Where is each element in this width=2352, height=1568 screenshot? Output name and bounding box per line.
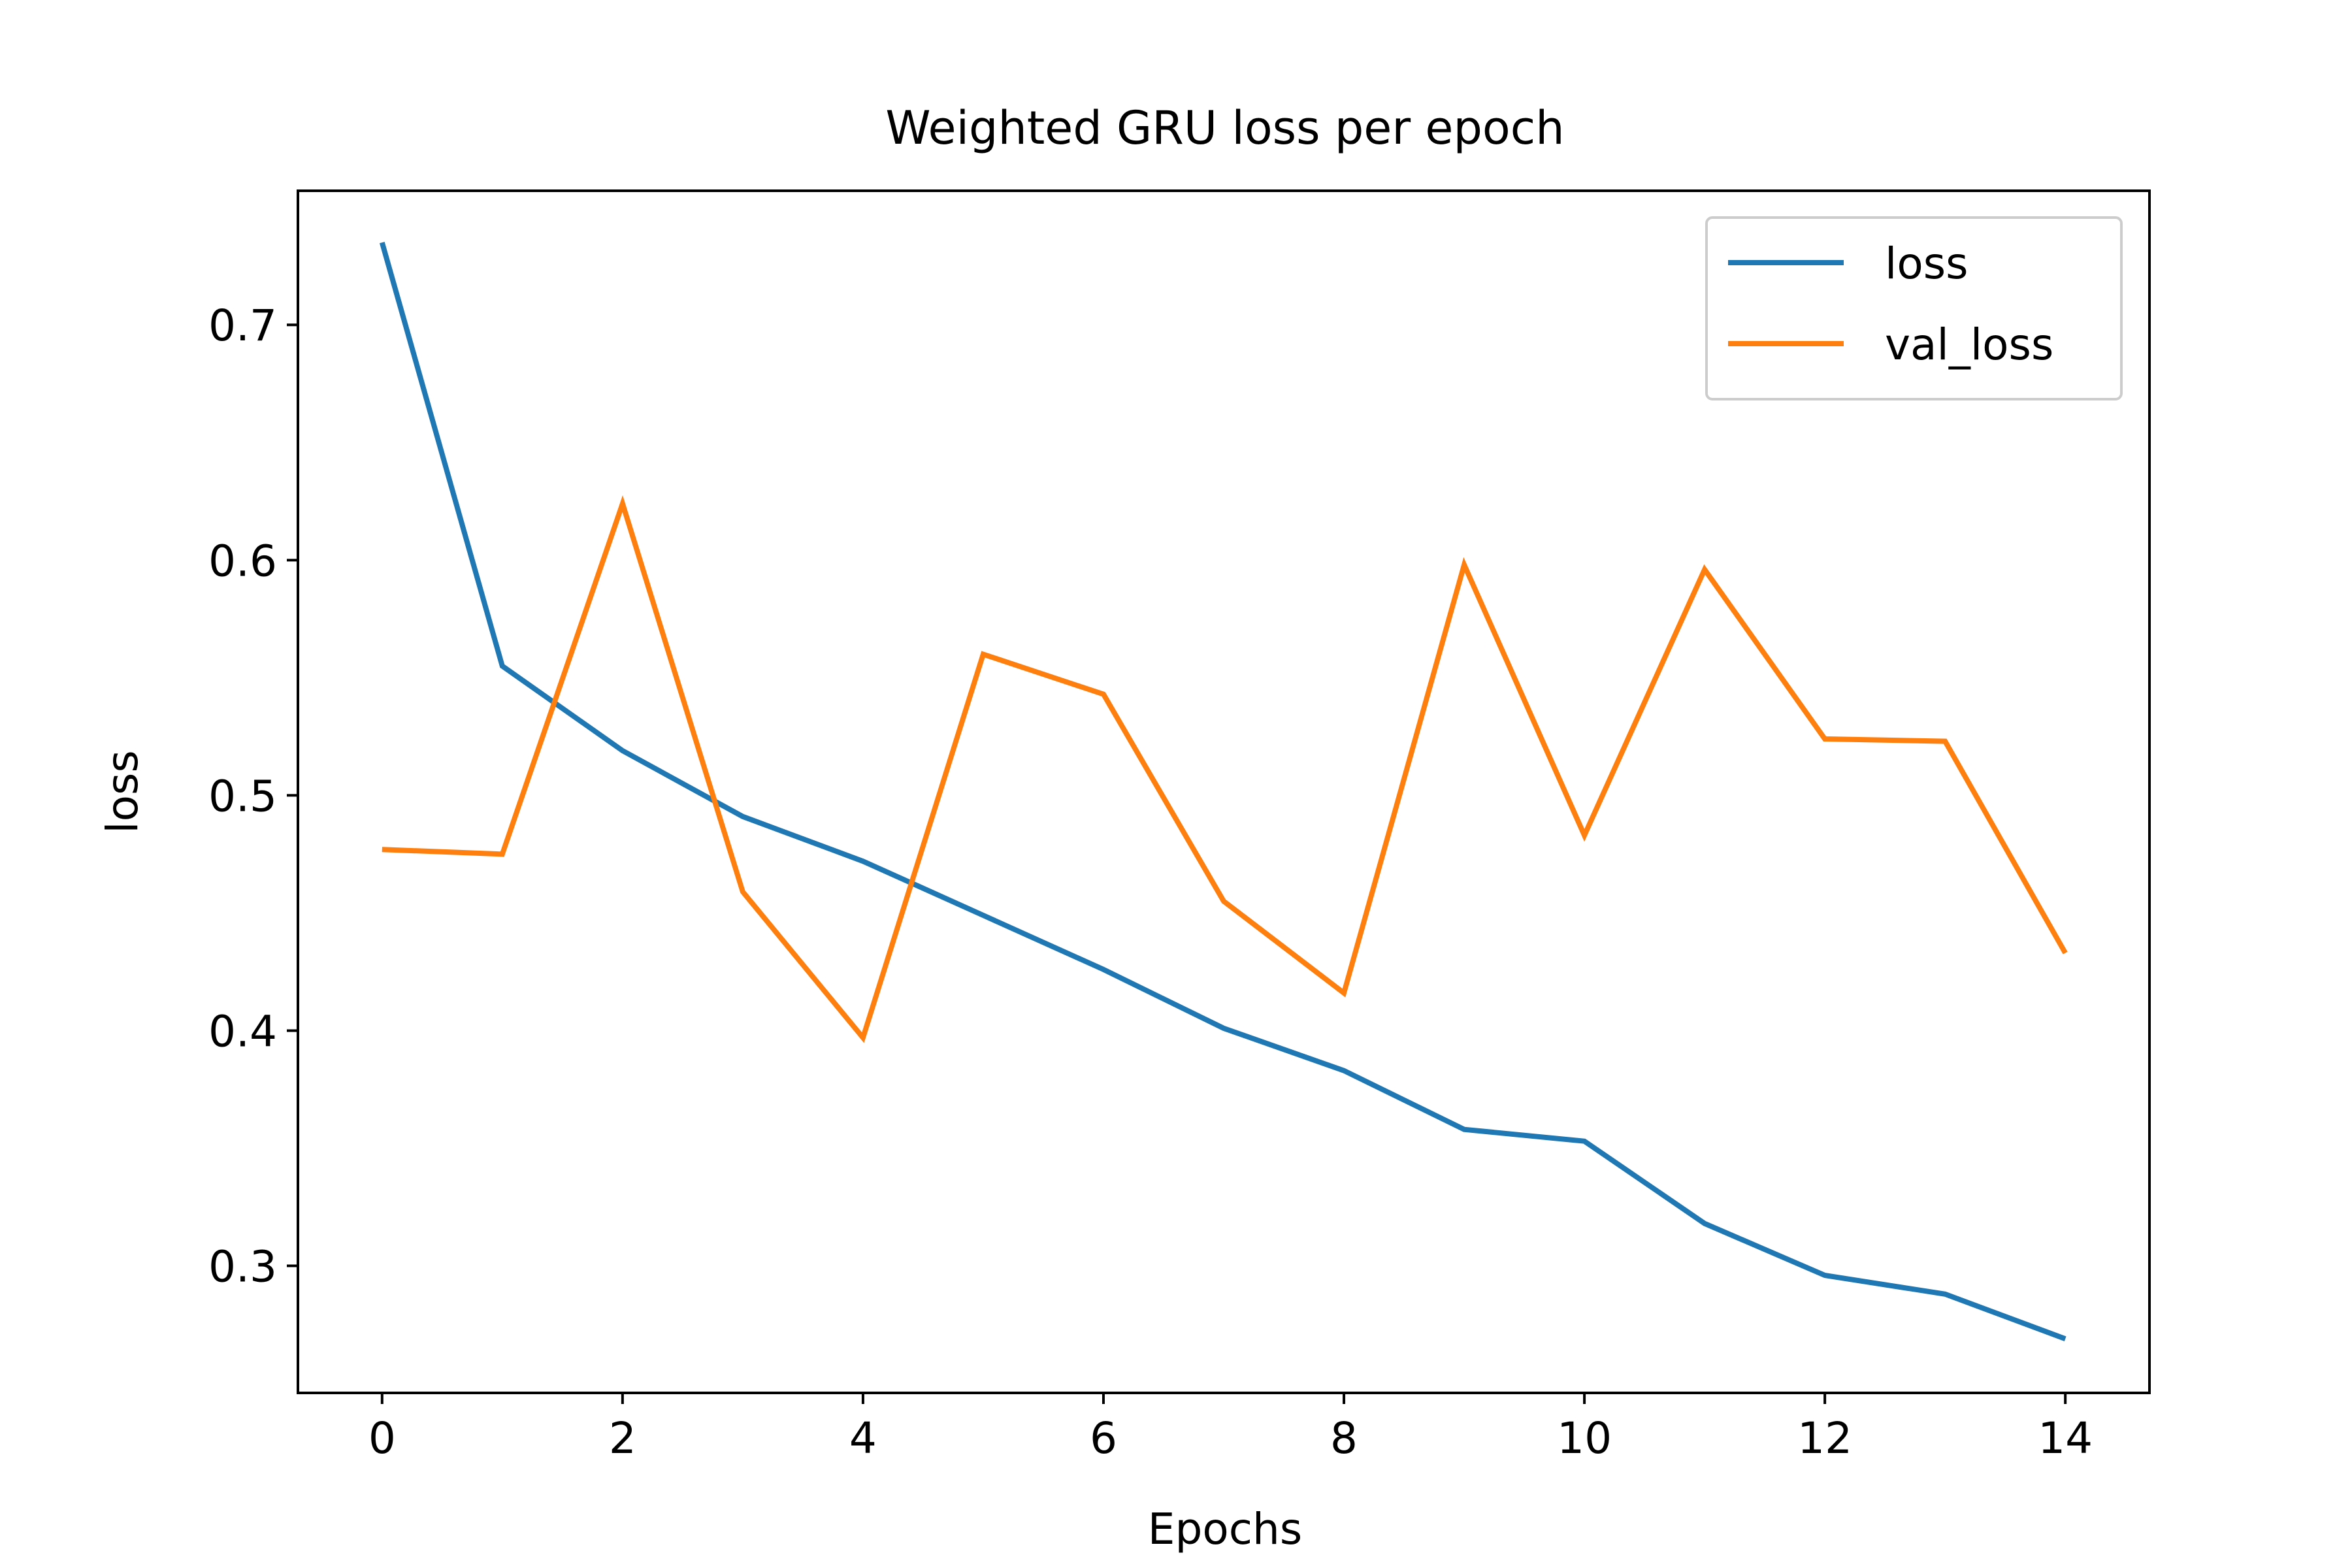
x-tick-label: 8 bbox=[1330, 1413, 1358, 1463]
y-tick-label: 0.7 bbox=[208, 301, 277, 351]
chart-title: Weighted GRU loss per epoch bbox=[885, 101, 1564, 155]
legend-label-val-loss: val_loss bbox=[1885, 319, 2053, 370]
y-tick-label: 0.3 bbox=[208, 1242, 277, 1292]
y-axis-label: loss bbox=[97, 750, 148, 834]
x-axis-label: Epochs bbox=[1148, 1504, 1302, 1554]
x-tick-label: 4 bbox=[849, 1413, 877, 1463]
series-line-loss bbox=[379, 242, 2066, 1341]
x-axis: 0 2 4 6 8 10 12 14 bbox=[368, 1393, 2093, 1463]
y-axis: 0.3 0.4 0.5 0.6 0.7 bbox=[208, 301, 298, 1292]
x-tick-label: 2 bbox=[609, 1413, 636, 1463]
legend: loss val_loss bbox=[1705, 216, 2123, 400]
y-tick-label: 0.5 bbox=[208, 771, 277, 821]
x-tick-label: 0 bbox=[368, 1413, 396, 1463]
x-tick-label: 12 bbox=[1797, 1413, 1852, 1463]
series-line-val-loss bbox=[382, 495, 2068, 1043]
x-tick-label: 14 bbox=[2038, 1413, 2093, 1463]
plot-area bbox=[379, 242, 2068, 1341]
x-tick-label: 10 bbox=[1557, 1413, 1612, 1463]
x-tick-label: 6 bbox=[1090, 1413, 1117, 1463]
axes-frame bbox=[297, 189, 2151, 1394]
legend-label-loss: loss bbox=[1885, 238, 1968, 289]
y-tick-label: 0.6 bbox=[208, 536, 277, 586]
y-tick-label: 0.4 bbox=[208, 1006, 277, 1056]
